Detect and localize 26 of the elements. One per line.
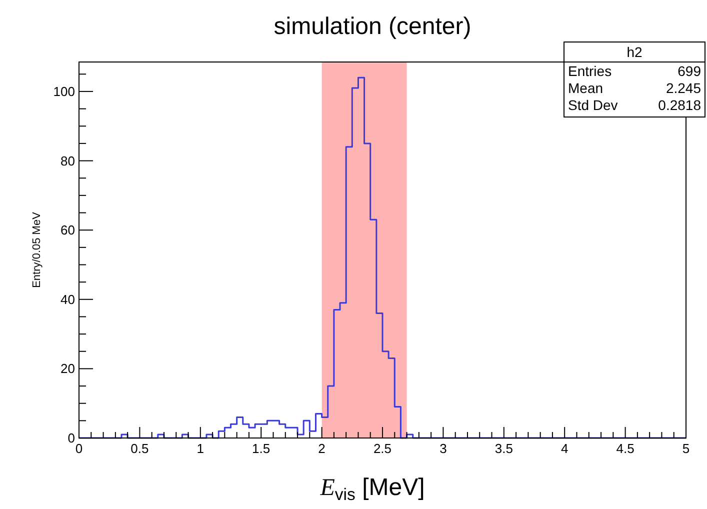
y-tick-label: 60 — [60, 222, 75, 238]
annotation: Std Dev — [568, 97, 618, 113]
x-tick-label: 1.5 — [252, 441, 270, 456]
y-axis-title: Entry/0.05 MeV — [31, 211, 43, 288]
x-tick-label: 3 — [440, 441, 447, 456]
y-tick-label: 40 — [60, 292, 75, 307]
x-tick-label: 2.5 — [373, 441, 392, 456]
chart-title: simulation (center) — [274, 13, 472, 40]
annotation: 2.245 — [666, 80, 702, 96]
x-tick-label: 2 — [318, 441, 326, 456]
y-tick-label: 0 — [68, 430, 75, 446]
x-tick-label: 1 — [196, 441, 204, 456]
x-tick-label: 4 — [560, 441, 568, 456]
y-tick-label: 20 — [60, 361, 75, 376]
annotation: Entries — [568, 63, 612, 79]
y-tick-label: 80 — [60, 153, 75, 168]
annotation: 699 — [678, 63, 702, 79]
x-tick-label: 5 — [682, 441, 690, 456]
text: h2 — [626, 44, 642, 60]
x-axis-title: E$_{vis}$ [MeV] — [319, 474, 425, 504]
y-tick-label: 100 — [53, 84, 75, 99]
x-tick-label: 0.5 — [130, 441, 149, 456]
annotation: 0.2818 — [658, 97, 702, 113]
x-tick-label: 3.5 — [494, 441, 513, 456]
annotation: Mean — [568, 80, 604, 96]
x-tick-label: 4.5 — [616, 441, 634, 456]
